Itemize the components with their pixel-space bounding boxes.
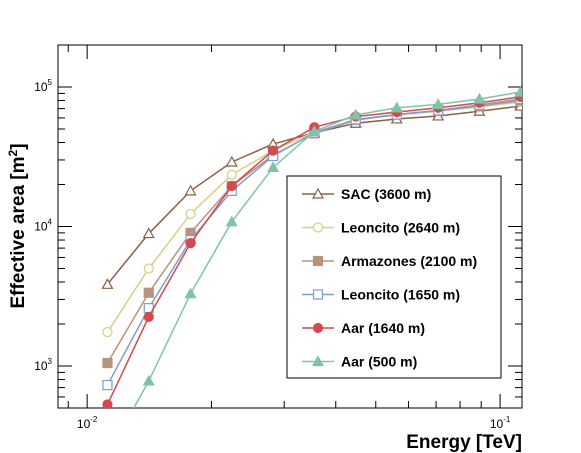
series [132, 85, 522, 408]
x-tick-label: 10-1 [490, 415, 511, 431]
data-point [267, 161, 280, 173]
data-point [432, 98, 445, 110]
x-tick-label: 10-2 [77, 415, 98, 431]
legend-entry: Aar (500 m) [302, 354, 417, 370]
data-point [184, 184, 197, 196]
data-point [143, 287, 154, 298]
y-axis-label: Effective area [m2] [6, 143, 29, 308]
legend-label: Armazones (2100 m) [341, 253, 477, 269]
data-point [514, 85, 522, 97]
data-point [185, 208, 196, 220]
legend-marker [312, 289, 324, 300]
data-point [142, 227, 155, 239]
legend-marker [312, 322, 324, 334]
legend-entry: SAC (3600 m) [302, 186, 431, 202]
data-point [102, 326, 113, 338]
legend-label: Aar (1640 m) [341, 320, 425, 336]
data-point [102, 379, 113, 391]
axis-ticks [58, 44, 522, 409]
data-point [185, 238, 196, 249]
data-point [390, 101, 403, 113]
legend-marker [311, 355, 325, 367]
legend-label: SAC (3600 m) [341, 186, 431, 202]
legend: SAC (3600 m) Leoncito (2640 m) Armazones (… [286, 175, 502, 379]
legend-entry: Leoncito (1650 m) [302, 287, 460, 303]
data-point [101, 278, 114, 289]
data-point [226, 169, 237, 180]
y-tick-label: 104 [34, 218, 52, 234]
data-point [349, 108, 362, 120]
tick-labels: 10-2 10-1 103 104 105 [34, 78, 511, 431]
data-point [267, 145, 279, 156]
legend-label: Aar (500 m) [341, 354, 417, 370]
data-point [143, 263, 154, 274]
legend-marker [312, 222, 324, 233]
data-point [225, 155, 238, 167]
legend-marker [312, 255, 324, 267]
legend-entry: Leoncito (2640 m) [302, 220, 460, 236]
data-point [102, 357, 113, 369]
data-point [142, 374, 155, 386]
x-axis-label: Energy [TeV] [406, 432, 522, 453]
y-tick-label: 105 [34, 78, 52, 94]
y-tick-label: 103 [34, 357, 52, 373]
legend-label: Leoncito (2640 m) [341, 220, 460, 236]
data-point [184, 287, 197, 299]
series-layer [101, 85, 522, 408]
legend-box [286, 175, 502, 379]
legend-marker [311, 187, 325, 199]
legend-label: Leoncito (1650 m) [341, 287, 460, 303]
data-point [473, 92, 486, 104]
legend-entry: Aar (1640 m) [302, 320, 425, 336]
data-point [308, 125, 321, 137]
data-point [225, 215, 238, 227]
data-point [102, 399, 113, 408]
data-point [226, 180, 237, 192]
data-point [143, 311, 154, 322]
legend-entry: Armazones (2100 m) [302, 253, 477, 269]
